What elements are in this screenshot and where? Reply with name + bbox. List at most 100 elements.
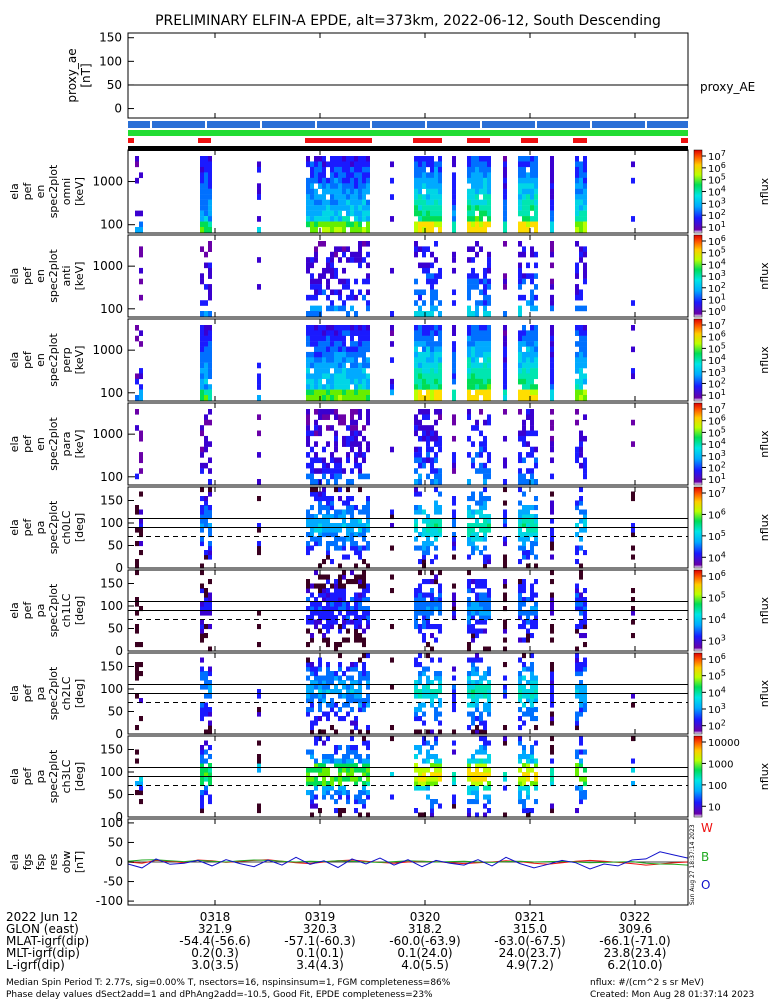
colorbar-tick-label: 104 — [708, 550, 726, 564]
spectrogram-cell — [467, 257, 471, 263]
spectrogram-cell — [430, 227, 434, 233]
colorbar-tick-label: 104 — [708, 685, 726, 699]
pitch-angle-cell — [208, 554, 212, 560]
spectrogram-cell — [422, 346, 426, 353]
status-bar-black — [128, 146, 688, 151]
pitch-angle-cell — [314, 758, 318, 764]
spectrogram-cell — [330, 409, 334, 415]
y-axis-label: para — [60, 432, 73, 457]
spectrogram-cell — [354, 199, 358, 206]
pitch-angle-cell — [487, 754, 491, 760]
pitch-angle-cell — [579, 545, 583, 551]
spectrogram-cell — [418, 199, 422, 206]
pitch-angle-cell — [322, 711, 326, 717]
spectrogram-cell — [422, 172, 426, 179]
pitch-angle-cell — [318, 657, 322, 663]
pitch-angle-cell — [475, 790, 479, 796]
pitch-angle-cell — [475, 767, 479, 773]
pitch-angle-cell — [534, 693, 538, 699]
spectrogram-cell — [314, 311, 318, 317]
spectrogram-cell — [354, 452, 358, 458]
spectrogram-cell — [366, 473, 370, 480]
pitch-angle-cell — [318, 583, 322, 589]
pitch-angle-cell — [467, 588, 471, 594]
spectrogram-cell — [208, 241, 212, 247]
spectrogram-cell — [306, 156, 310, 162]
pitch-angle-cell — [342, 790, 346, 796]
spectrogram-cell — [487, 166, 491, 173]
pitch-angle-cell — [534, 675, 538, 681]
spectrogram-cell — [471, 156, 475, 162]
spectrogram-cell — [430, 425, 434, 431]
spectrogram-cell — [338, 177, 342, 184]
pitch-angle-cell — [583, 794, 587, 800]
spectrogram-cell — [204, 188, 208, 195]
pitch-angle-cell — [418, 505, 422, 511]
pitch-angle-cell — [390, 574, 394, 580]
spectrogram-cell — [631, 325, 635, 331]
spectrogram-cell — [418, 362, 422, 369]
pitch-angle-cell — [338, 666, 342, 672]
spectrogram-cell — [330, 205, 334, 211]
spectrogram-cell — [522, 177, 526, 184]
pitch-angle-cell — [310, 592, 314, 598]
spectrogram-cell — [342, 172, 346, 179]
pitch-angle-cell — [366, 518, 370, 524]
colorbar-label: nflux — [758, 177, 771, 205]
spectrogram-cell — [583, 305, 587, 312]
pitch-angle-cell — [418, 689, 422, 695]
pitch-angle-cell — [422, 785, 426, 791]
pitch-angle-cell — [471, 610, 475, 616]
spectrogram-cell — [471, 335, 475, 342]
pitch-angle-cell — [483, 693, 487, 699]
pitch-angle-cell — [438, 588, 442, 594]
spectrogram-cell — [522, 425, 526, 431]
spectrogram-cell — [200, 216, 204, 222]
pitch-angle-cell — [452, 615, 456, 621]
spectrogram-cell — [487, 194, 491, 200]
pitch-angle-cell — [430, 729, 434, 735]
pitch-angle-cell — [200, 657, 204, 663]
spectrogram-cell — [354, 210, 358, 217]
pitch-angle-cell — [426, 680, 430, 686]
spectrogram-cell — [326, 325, 330, 331]
spectrogram-cell — [208, 384, 212, 390]
pitch-angle-cell — [426, 592, 430, 598]
pitch-angle-cell — [575, 763, 579, 769]
pitch-angle-cell — [318, 628, 322, 634]
spectrogram-cell — [366, 188, 370, 195]
spectrogram-cell — [418, 311, 422, 317]
pitch-angle-cell — [438, 729, 442, 735]
spectrogram-cell — [414, 172, 418, 179]
pitch-angle-cell — [550, 776, 554, 782]
pitch-angle-cell — [483, 740, 487, 746]
spectrogram-cell — [358, 194, 362, 200]
pitch-angle-cell — [575, 693, 579, 699]
panel-frame — [127, 234, 689, 318]
pitch-angle-cell — [631, 610, 635, 616]
pitch-angle-cell — [550, 689, 554, 695]
spectrogram-cell — [583, 188, 587, 195]
spectrogram-cell — [200, 468, 204, 474]
colorbar — [693, 652, 703, 735]
spectrogram-cell — [518, 346, 522, 353]
spectrogram-cell — [522, 278, 526, 285]
spectrogram-cell — [414, 227, 418, 233]
pitch-angle-cell — [518, 758, 522, 764]
pitch-angle-cell — [200, 536, 204, 542]
pitch-angle-cell — [530, 745, 534, 751]
pitch-angle-cell — [422, 619, 426, 625]
pitch-angle-cell — [208, 680, 212, 686]
pitch-angle-cell — [204, 592, 208, 598]
pitch-angle-cell — [575, 711, 579, 717]
spectrogram-cell — [318, 389, 322, 396]
pitch-angle-cell — [434, 509, 438, 515]
spectrogram-cell — [366, 325, 370, 331]
spectrogram-cell — [479, 346, 483, 353]
pitch-angle-cell — [330, 500, 334, 506]
spectrogram-cell — [334, 330, 338, 336]
spectrogram-cell — [346, 479, 350, 485]
spectrogram-cell — [310, 273, 314, 279]
spectrogram-cell — [434, 325, 438, 331]
spectrogram-cell — [550, 441, 554, 447]
